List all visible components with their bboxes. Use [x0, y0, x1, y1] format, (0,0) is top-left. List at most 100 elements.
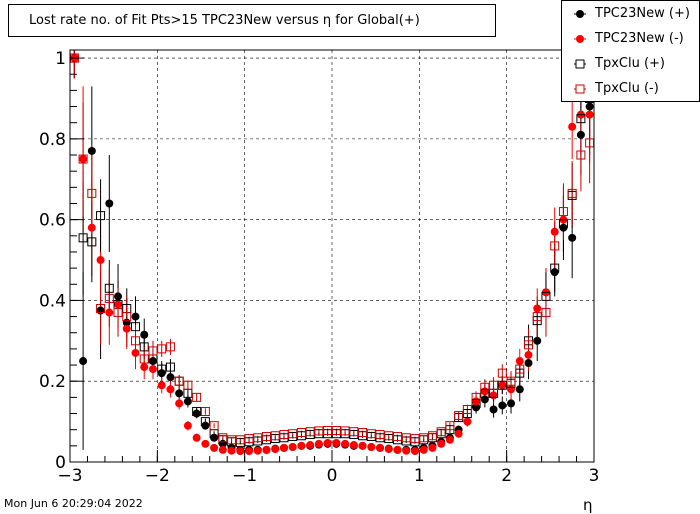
data-point [533, 304, 542, 313]
grid-lines [70, 50, 594, 462]
data-point [524, 350, 533, 359]
data-point [497, 380, 507, 390]
legend-label: TpxClu (+) [595, 56, 665, 71]
x-axis-title: η [583, 496, 593, 514]
data-point [331, 425, 341, 435]
data-point [235, 435, 245, 445]
x-tick-label: 3 [589, 466, 600, 486]
data-point [463, 417, 472, 426]
data-point [104, 293, 114, 303]
data-point [79, 357, 88, 366]
data-point [419, 433, 429, 443]
legend-item-tpc23new-plus: TPC23New (+) [562, 2, 700, 27]
legend-item-tpxclu-minus: TpxClu (-) [562, 77, 700, 102]
data-point [270, 431, 280, 441]
data-point [358, 441, 367, 450]
data-point [541, 308, 551, 318]
data-point [402, 446, 411, 455]
data-point [157, 344, 167, 354]
x-tick-label: −1 [232, 466, 257, 486]
data-point [358, 428, 368, 438]
data-point [114, 300, 123, 309]
filled-circle-marker-icon [574, 35, 586, 43]
data-point [471, 392, 481, 402]
data-point [200, 417, 210, 427]
data-point [507, 399, 516, 408]
data-point [87, 237, 97, 247]
data-point [200, 407, 210, 417]
data-point [87, 146, 96, 155]
data-point [454, 411, 464, 421]
data-point [131, 322, 140, 332]
data-point [148, 346, 158, 356]
data-point [498, 401, 507, 410]
filled-circle-marker-icon [574, 10, 586, 18]
data-point [437, 439, 446, 448]
data-point [314, 426, 324, 436]
data-point [524, 359, 533, 368]
data-point [113, 308, 123, 318]
legend-label: TpxClu (-) [595, 81, 659, 96]
legend-item-tpc23new-minus: TPC23New (-) [562, 27, 700, 52]
data-point [201, 439, 210, 448]
data-point [436, 427, 446, 437]
data-point [367, 443, 376, 452]
data-point [253, 446, 262, 455]
data-point [532, 312, 542, 322]
open-square-marker-icon [574, 84, 586, 94]
data-point [428, 443, 437, 452]
data-point [558, 207, 568, 217]
data-point [471, 398, 481, 408]
data-point [332, 439, 341, 448]
data-point [244, 434, 254, 444]
data-point [166, 385, 175, 394]
data-point [192, 409, 201, 418]
data-point [165, 362, 175, 372]
data-point [558, 219, 568, 229]
data-point [576, 150, 586, 160]
data-point [515, 385, 524, 394]
legend: TPC23New (+) TPC23New (-) TpxClu (+) Tpx… [561, 0, 700, 102]
data-point [78, 154, 88, 164]
data-point [401, 433, 411, 443]
x-tick-label: 1 [414, 466, 425, 486]
x-tick-label: 2 [501, 466, 512, 486]
data-point [262, 432, 271, 442]
data-point [157, 381, 166, 390]
chart-title: Lost rate no. of Fit Pts>15 TPC23New ver… [8, 4, 496, 37]
data-point [498, 381, 507, 390]
data-point [306, 441, 315, 450]
data-point [87, 223, 96, 232]
data-point [96, 211, 106, 221]
data-point [489, 380, 499, 390]
data-point [462, 404, 472, 414]
y-tick-label: 0.4 [39, 291, 66, 311]
data-point [192, 407, 202, 417]
data-point [515, 357, 524, 366]
data-point [122, 312, 132, 322]
legend-label: TPC23New (-) [595, 31, 684, 46]
data-point [131, 348, 140, 357]
y-tick-label: 0.6 [39, 211, 66, 231]
data-point [585, 102, 594, 111]
data-point [253, 433, 263, 443]
data-point [105, 199, 114, 208]
data-point [157, 364, 167, 374]
y-tick-label: 0 [55, 453, 66, 473]
data-point [245, 447, 254, 456]
y-tick-label: 0.2 [39, 372, 66, 392]
data-point [375, 430, 385, 440]
data-point [507, 385, 516, 394]
data-point [297, 441, 306, 450]
data-point [279, 430, 289, 440]
data-point [445, 435, 454, 444]
data-point [96, 304, 106, 314]
data-point [105, 308, 114, 317]
data-point [131, 336, 140, 346]
data-point [218, 445, 227, 454]
data-point [139, 354, 149, 364]
data-point [550, 227, 559, 236]
data-point [410, 447, 419, 456]
data-point [210, 443, 219, 452]
data-point [384, 445, 393, 454]
